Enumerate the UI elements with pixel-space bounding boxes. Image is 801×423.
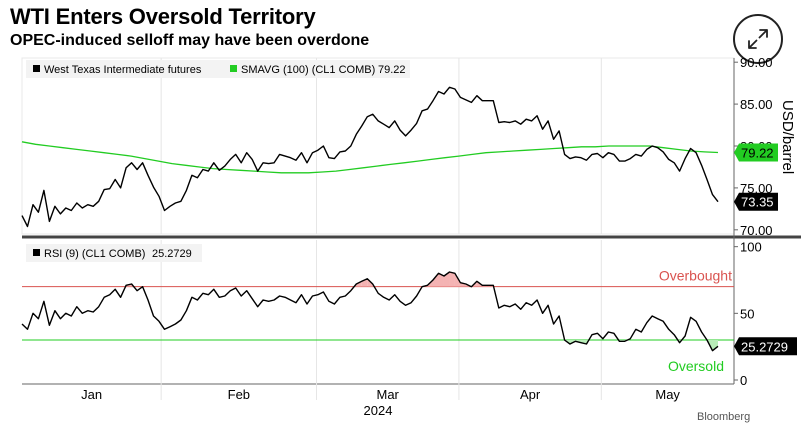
x-tick-label: Feb	[228, 387, 250, 402]
x-tick-label: Mar	[377, 387, 400, 402]
rsi-legend-label: RSI (9) (CL1 COMB)	[44, 248, 145, 260]
x-tick-label: Apr	[520, 387, 541, 402]
price-y-axis-title: USD/barrel	[779, 100, 796, 174]
wti-legend-swatch	[33, 65, 40, 72]
sma-last-value-tag-text: 79.22	[741, 146, 774, 161]
chart-credit: Bloomberg	[697, 411, 750, 423]
sma-legend-value: 79.22	[378, 64, 406, 76]
rsi-legend-swatch	[33, 249, 40, 256]
rsi-last-value-tag-text: 25.2729	[741, 339, 788, 354]
overbought-fill	[449, 272, 454, 287]
x-axis-year-label: 2024	[364, 403, 393, 418]
x-tick-label: May	[655, 387, 680, 402]
sma-legend-swatch	[230, 65, 237, 72]
rsi-legend-value: 25.2729	[152, 248, 192, 260]
wti-legend-label: West Texas Intermediate futures	[44, 64, 202, 76]
wti-price-line	[22, 87, 718, 226]
price-y-tick-label: 85.00	[740, 97, 773, 112]
rsi-y-tick-label: 0	[740, 373, 747, 388]
oversold-label: Oversold	[668, 358, 724, 374]
wti-last-value-tag-text: 73.35	[741, 195, 774, 210]
rsi-y-tick-label: 50	[740, 306, 754, 321]
sma-legend-label: SMAVG (100) (CL1 COMB)	[241, 64, 375, 76]
overbought-label: Overbought	[659, 268, 732, 284]
price-y-tick-label: 90.00	[740, 55, 773, 70]
x-tick-label: Jan	[81, 387, 102, 402]
rsi-y-tick-label: 100	[740, 240, 762, 255]
price-y-tick-label: 70.00	[740, 223, 773, 238]
